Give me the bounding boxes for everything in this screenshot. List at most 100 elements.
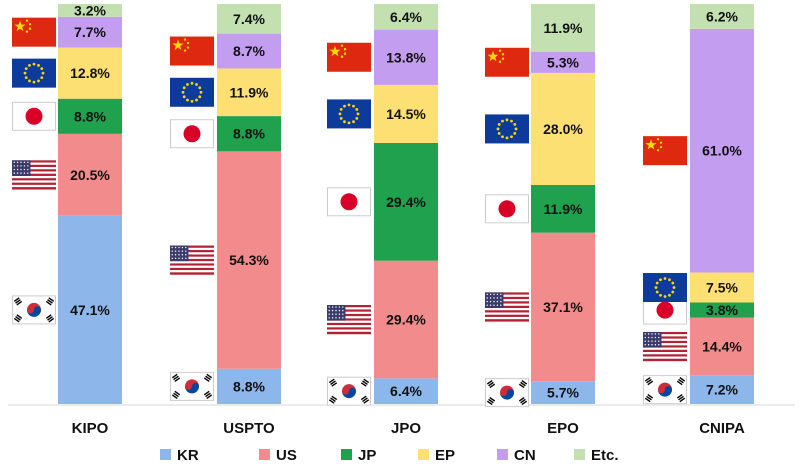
legend-label-kr: KR: [177, 447, 199, 464]
category-label-jpo: JPO: [391, 420, 421, 437]
data-label-kipo-kr: 47.1%: [70, 302, 110, 318]
flags-group: [12, 17, 687, 408]
legend-label-jp: JP: [358, 447, 376, 464]
category-label-cnipa: CNIPA: [699, 420, 745, 437]
bar-jpo-etc: [374, 4, 438, 30]
data-label-kipo-cn: 7.7%: [74, 24, 106, 40]
bar-jpo-cn: [374, 29, 438, 85]
korea-flag-icon-kipo: [12, 295, 56, 325]
legend-swatch-jp: [341, 449, 352, 460]
data-label-cnipa-etc: 6.2%: [706, 8, 738, 24]
bar-kipo-kr: [58, 215, 122, 404]
bar-cnipa-etc: [690, 4, 754, 29]
data-label-kipo-ep: 12.8%: [70, 65, 110, 81]
bars-group: [58, 4, 754, 404]
legend-swatch-kr: [160, 449, 171, 460]
bar-kipo-us: [58, 133, 122, 216]
category-label-uspto: USPTO: [223, 420, 275, 437]
data-label-epo-us: 37.1%: [543, 299, 583, 315]
legend-swatch-ep: [418, 449, 429, 460]
data-label-uspto-etc: 7.4%: [233, 11, 265, 27]
bar-epo-us: [531, 232, 595, 382]
data-label-jpo-ep: 14.5%: [386, 106, 426, 122]
eu-flag-icon-epo: [485, 114, 529, 144]
bar-jpo-ep: [374, 84, 438, 143]
china-flag-icon-jpo: [327, 42, 371, 72]
data-label-cnipa-jp: 3.8%: [706, 302, 738, 318]
bar-kipo-jp: [58, 98, 122, 134]
category-label-epo: EPO: [547, 420, 579, 437]
data-label-kipo-jp: 8.8%: [74, 108, 106, 124]
korea-flag-icon-cnipa: [643, 375, 687, 405]
bar-cnipa-jp: [690, 302, 754, 318]
category-labels-group: KIPO USPTO JPO EPO CNIPA: [72, 420, 745, 437]
legend-swatch-etc: [574, 449, 585, 460]
legend-label-etc: Etc.: [591, 447, 619, 464]
data-label-cnipa-ep: 7.5%: [706, 280, 738, 296]
bar-cnipa-us: [690, 317, 754, 376]
data-label-jpo-kr: 6.4%: [390, 383, 422, 399]
bar-uspto-cn: [217, 33, 281, 69]
korea-flag-icon-epo: [485, 378, 529, 408]
usa-flag-icon-jpo: [327, 305, 371, 335]
data-label-jpo-etc: 6.4%: [390, 9, 422, 25]
legend-label-cn: CN: [514, 447, 536, 464]
data-label-epo-cn: 5.3%: [547, 54, 579, 70]
bar-epo-kr: [531, 381, 595, 404]
legend-item-us: US: [259, 447, 297, 464]
eu-flag-icon-kipo: [12, 58, 56, 88]
usa-flag-icon-uspto: [170, 245, 214, 275]
bar-kipo-ep: [58, 47, 122, 99]
bar-uspto-etc: [217, 4, 281, 34]
data-label-jpo-us: 29.4%: [386, 312, 426, 328]
bar-uspto-kr: [217, 368, 281, 404]
data-label-uspto-kr: 8.8%: [233, 378, 265, 394]
china-flag-icon-uspto: [170, 36, 214, 66]
legend-item-kr: KR: [160, 447, 199, 464]
eu-flag-icon-jpo: [327, 99, 371, 129]
bar-uspto-ep: [217, 68, 281, 117]
data-label-epo-jp: 11.9%: [544, 201, 583, 217]
usa-flag-icon-kipo: [12, 160, 56, 190]
japan-flag-icon-kipo: [12, 101, 56, 131]
legend-item-ep: EP: [418, 447, 455, 464]
bar-jpo-jp: [374, 142, 438, 261]
category-label-kipo: KIPO: [72, 420, 109, 437]
japan-flag-icon-epo: [485, 194, 529, 224]
data-label-jpo-jp: 29.4%: [386, 194, 426, 210]
data-label-epo-etc: 11.9%: [544, 20, 583, 36]
bar-epo-cn: [531, 51, 595, 73]
bar-kipo-etc: [58, 4, 122, 17]
legend-swatch-cn: [497, 449, 508, 460]
legend-item-etc: Etc.: [574, 447, 619, 464]
data-label-cnipa-us: 14.4%: [702, 338, 742, 354]
eu-flag-icon-cnipa: [643, 273, 687, 303]
china-flag-icon-cnipa: [643, 136, 687, 166]
data-label-uspto-cn: 8.7%: [233, 43, 265, 59]
legend-label-ep: EP: [435, 447, 455, 464]
data-label-epo-kr: 5.7%: [547, 385, 579, 401]
bar-jpo-kr: [374, 378, 438, 404]
usa-flag-icon-epo: [485, 292, 529, 322]
bar-epo-etc: [531, 4, 595, 52]
legend-swatch-us: [259, 449, 270, 460]
bar-cnipa-kr: [690, 375, 754, 404]
legend-item-cn: CN: [497, 447, 536, 464]
bar-uspto-us: [217, 151, 281, 369]
data-label-kipo-etc: 3.2%: [74, 2, 106, 18]
bar-cnipa-cn: [690, 28, 754, 273]
data-label-epo-ep: 28.0%: [543, 121, 583, 137]
data-label-cnipa-kr: 7.2%: [706, 382, 738, 398]
data-label-uspto-ep: 11.9%: [230, 84, 269, 100]
data-label-uspto-us: 54.3%: [229, 252, 269, 268]
usa-flag-icon-cnipa: [643, 331, 687, 362]
bar-cnipa-ep: [690, 272, 754, 303]
japan-flag-icon-jpo: [327, 187, 371, 217]
legend: KR US JP EP CN Etc.: [160, 447, 619, 464]
japan-flag-icon-uspto: [170, 119, 214, 149]
bar-epo-ep: [531, 72, 595, 185]
korea-flag-icon-uspto: [170, 371, 214, 401]
legend-item-jp: JP: [341, 447, 376, 464]
data-label-kipo-us: 20.5%: [70, 167, 110, 183]
